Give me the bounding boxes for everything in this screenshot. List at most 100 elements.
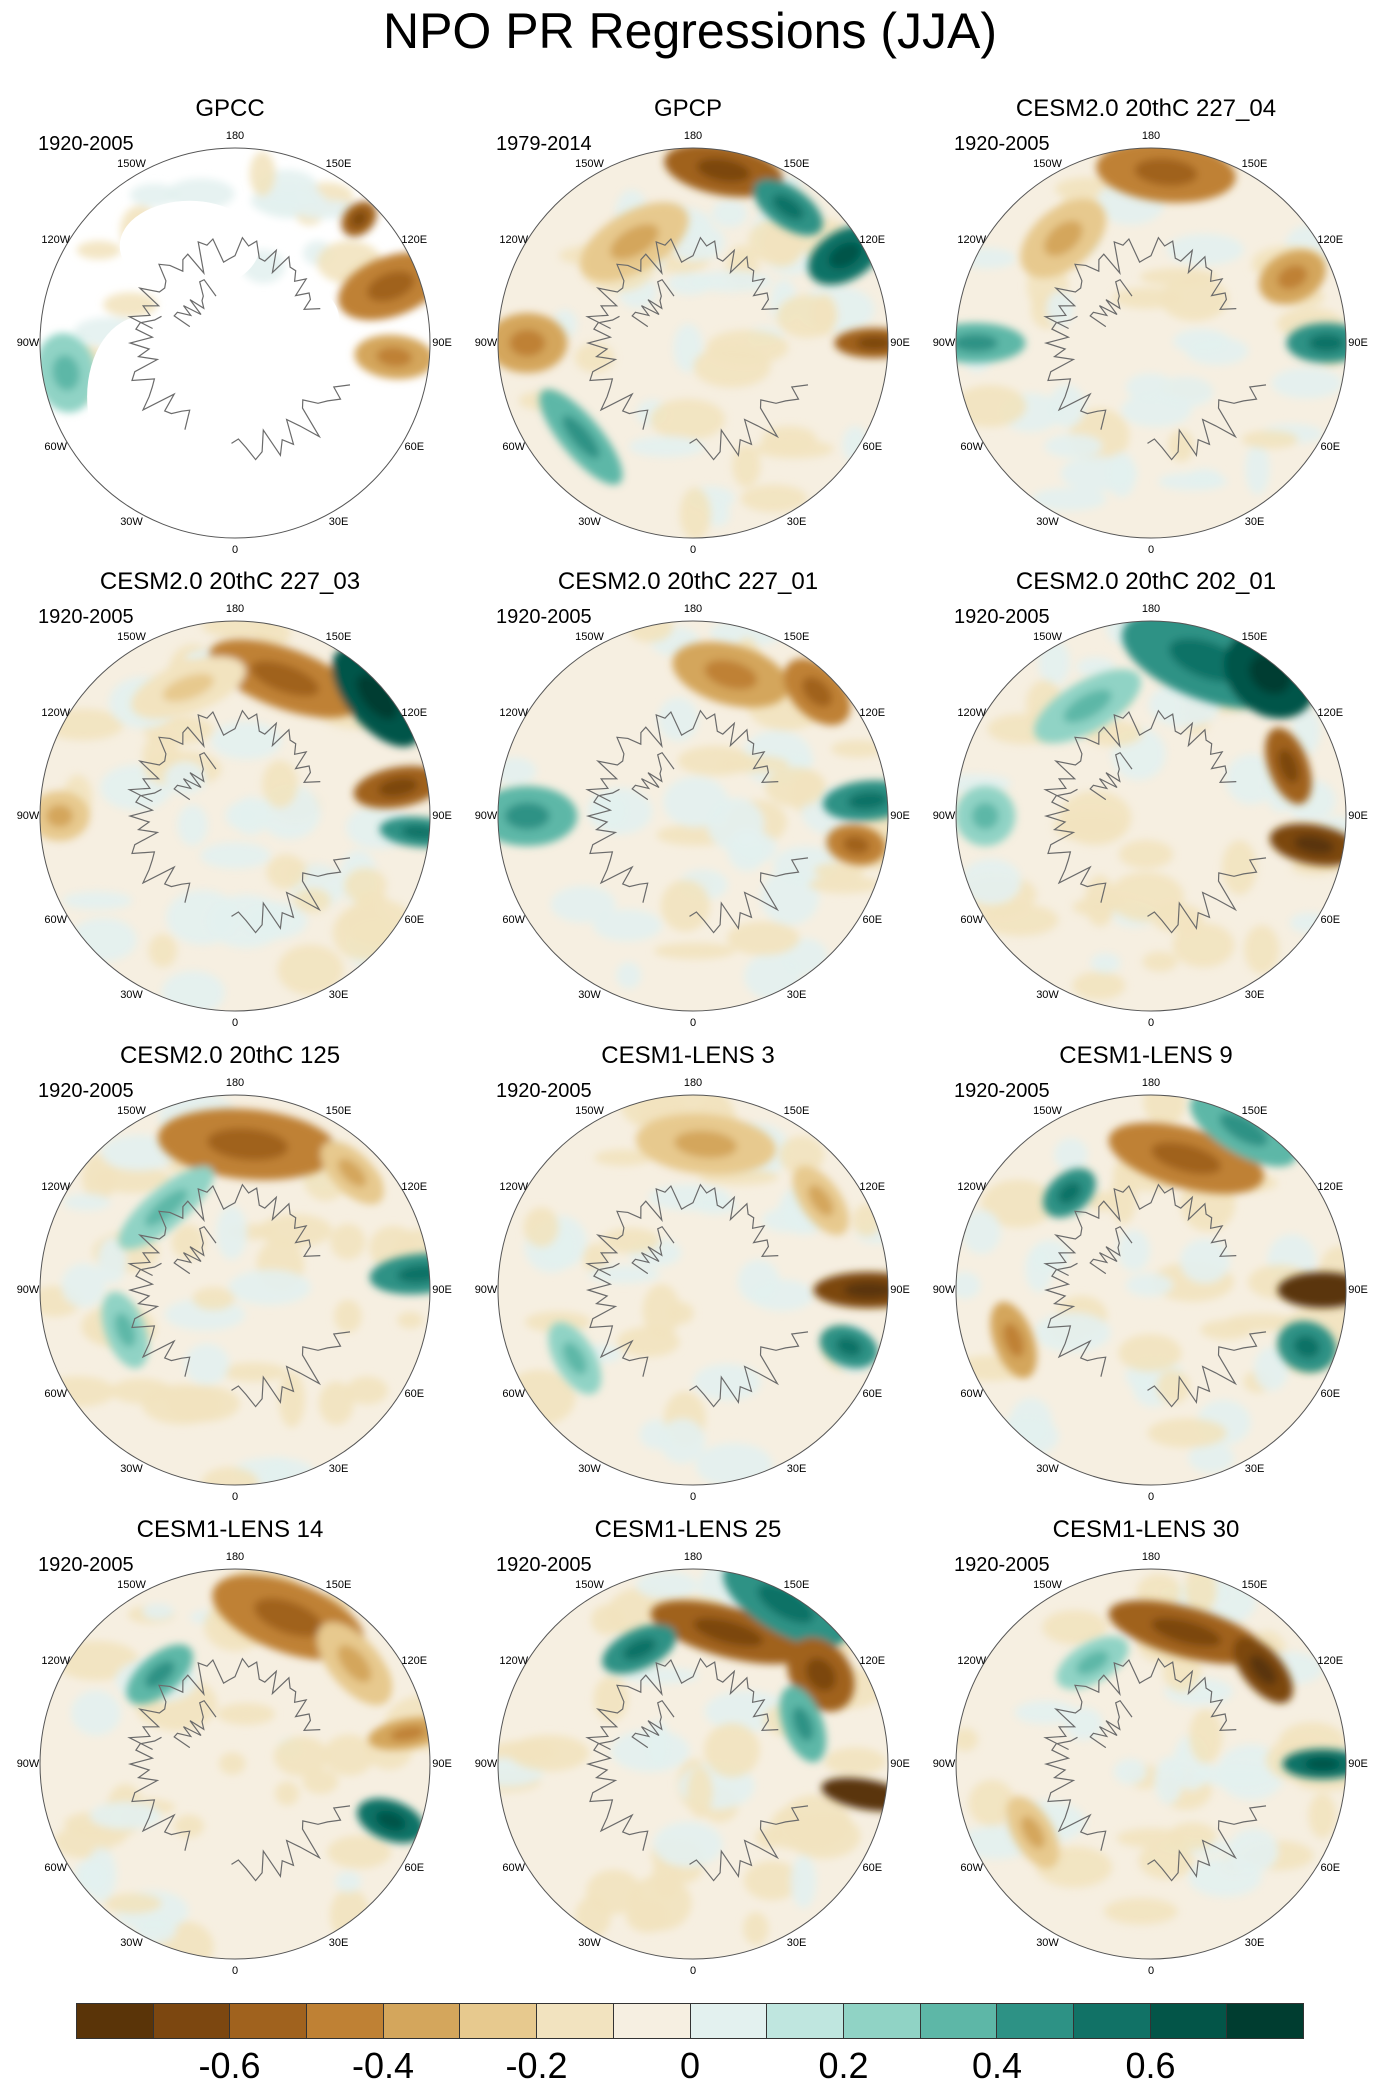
- anomaly-core: [835, 1337, 862, 1357]
- map-panel: CESM1-LENS 14 1920-2005 180 150E 120E 90E 60E 3…: [0, 1516, 460, 1986]
- coastline: [631, 751, 675, 801]
- background-patch: [659, 1418, 706, 1464]
- background-patch: [961, 858, 1022, 905]
- anomaly-core: [207, 1128, 289, 1161]
- anomaly-core: [337, 1645, 372, 1683]
- polar-map: [497, 620, 889, 1012]
- anomaly-core: [562, 1342, 587, 1375]
- anomaly-core: [808, 1184, 834, 1217]
- longitude-label: 150W: [575, 1578, 604, 1591]
- longitude-label: 120E: [401, 1654, 428, 1667]
- map-panel: CESM2.0 20thC 227_04 1920-2005 180 150E 120E…: [916, 95, 1376, 565]
- anomaly-core: [1294, 835, 1335, 855]
- background-patch: [1031, 487, 1107, 511]
- background-patch: [184, 1343, 230, 1385]
- background-patch: [332, 905, 396, 961]
- anomaly-core: [805, 1657, 836, 1692]
- background-patch: [824, 1747, 886, 1776]
- anomaly-core: [250, 660, 320, 697]
- colorbar-swatch: [690, 2003, 768, 2039]
- background-patch: [1172, 923, 1235, 968]
- background-patch: [1117, 1229, 1151, 1272]
- background-patch: [166, 890, 240, 945]
- map-panel: CESM1-LENS 3 1920-2005 180 150E 120E 90E 60E 30…: [458, 1042, 918, 1512]
- longitude-label: 120E: [859, 1654, 886, 1667]
- background-patch: [262, 1456, 293, 1485]
- longitude-label: 90W: [16, 337, 40, 349]
- anomaly-core: [1134, 158, 1198, 186]
- longitude-label: 0: [689, 544, 697, 556]
- coastline: [585, 1183, 779, 1277]
- longitude-label: 60W: [960, 913, 984, 926]
- background-patch: [611, 1729, 690, 1772]
- anomaly-core: [509, 329, 546, 357]
- map-panel: CESM1-LENS 9 1920-2005 180 150E 120E 90E 60E 30…: [916, 1042, 1376, 1512]
- background-patch: [525, 1311, 591, 1333]
- longitude-label: 120W: [499, 706, 529, 719]
- anomaly-core: [401, 825, 430, 840]
- background-patch: [201, 621, 279, 639]
- background-patch: [636, 1571, 698, 1600]
- background-patch: [727, 921, 800, 956]
- longitude-label: 30W: [578, 989, 601, 1002]
- colorbar-swatch: [997, 2003, 1074, 2039]
- background-patch: [327, 1835, 392, 1869]
- panel-period: 1920-2005: [954, 606, 1050, 628]
- coastline: [173, 1225, 217, 1275]
- background-patch: [294, 199, 357, 220]
- longitude-label: 90W: [932, 337, 956, 349]
- background-patch: [397, 1311, 424, 1329]
- anomaly-core: [1277, 748, 1299, 784]
- colorbar-swatch: [153, 2003, 231, 2039]
- map-rim: [497, 147, 889, 539]
- longitude-label: 180: [683, 130, 703, 142]
- colorbar: [76, 2003, 1304, 2039]
- coastline: [127, 236, 321, 330]
- longitude-label: 90W: [474, 1284, 498, 1296]
- panel-title: CESM1-LENS 25: [594, 1516, 782, 1543]
- anomaly-core: [772, 194, 804, 220]
- map-panel: CESM2.0 20thC 227_01 1920-2005 180 150E 120E…: [458, 568, 918, 1038]
- longitude-label: 90E: [432, 1284, 452, 1296]
- anomaly-core: [378, 777, 419, 797]
- longitude-label: 30E: [1244, 989, 1265, 1002]
- background-patch: [211, 721, 282, 760]
- longitude-label: 120E: [1317, 1654, 1344, 1667]
- map-panel: CESM2.0 20thC 202_01 1920-2005 180 150E 120E…: [916, 568, 1376, 1038]
- map-rim: [497, 1094, 889, 1486]
- background-patch: [201, 1467, 259, 1485]
- longitude-label: 30E: [328, 989, 349, 1002]
- background-patch: [164, 761, 206, 795]
- background-patch: [1113, 1758, 1147, 1785]
- longitude-label: 90W: [932, 810, 956, 822]
- colorbar-tick-label: -0.2: [505, 2045, 568, 2086]
- background-patch: [89, 1801, 162, 1830]
- anomaly-core: [610, 223, 659, 260]
- longitude-label: 90E: [432, 810, 452, 822]
- background-patch: [1110, 1168, 1137, 1224]
- longitude-label: 60W: [44, 913, 68, 926]
- background-patch: [1245, 443, 1270, 495]
- background-patch: [687, 1766, 713, 1818]
- background-patch: [808, 875, 880, 894]
- map-panel: CESM1-LENS 30 1920-2005 180 150E 120E 90E 60E 3…: [916, 1516, 1376, 1986]
- panel-period: 1979-2014: [496, 133, 592, 155]
- coastline: [1043, 236, 1237, 330]
- longitude-label: 180: [1141, 1077, 1161, 1089]
- background-patch: [1157, 376, 1214, 408]
- coastline: [1043, 1262, 1107, 1377]
- background-patch: [765, 766, 827, 807]
- anomaly-core: [845, 1786, 886, 1803]
- background-patch: [693, 1196, 738, 1215]
- coastline: [231, 857, 351, 934]
- longitude-label: 60E: [404, 1861, 425, 1874]
- background-patch: [1014, 1700, 1077, 1725]
- background-patch: [302, 1769, 339, 1794]
- longitude-label: 120E: [401, 1180, 428, 1193]
- longitude-label: 150E: [325, 157, 352, 170]
- anomaly-core: [562, 415, 600, 459]
- background-patch: [1143, 1095, 1186, 1126]
- longitude-label: 150E: [1241, 630, 1268, 643]
- background-patch: [750, 1279, 814, 1311]
- background-patch: [334, 1299, 362, 1333]
